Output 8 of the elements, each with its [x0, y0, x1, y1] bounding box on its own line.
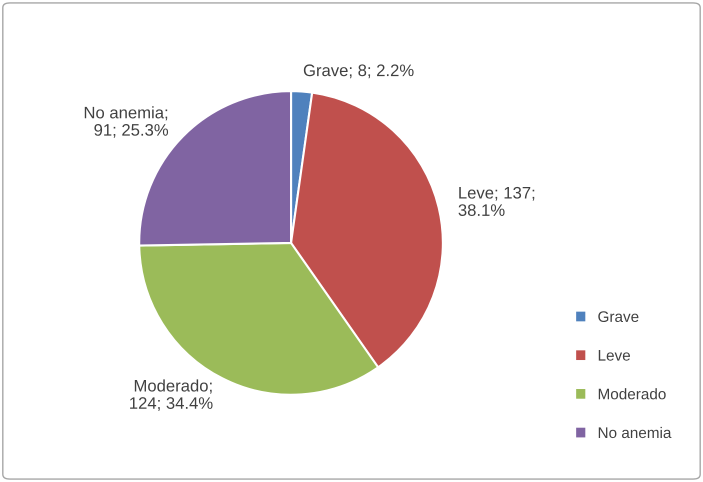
- legend-label: Leve: [598, 350, 630, 361]
- legend-label: Grave: [598, 311, 638, 322]
- legend-label: No anemia: [598, 426, 672, 438]
- data-label: Moderado; 124; 34.4%: [130, 379, 213, 411]
- data-label: Leve; 137; 38.1%: [458, 186, 534, 216]
- data-label: No anemia; 91; 25.3%: [84, 106, 168, 138]
- data-label: Grave; 8; 2.2%: [304, 64, 414, 78]
- legend-label: Moderado: [598, 388, 666, 400]
